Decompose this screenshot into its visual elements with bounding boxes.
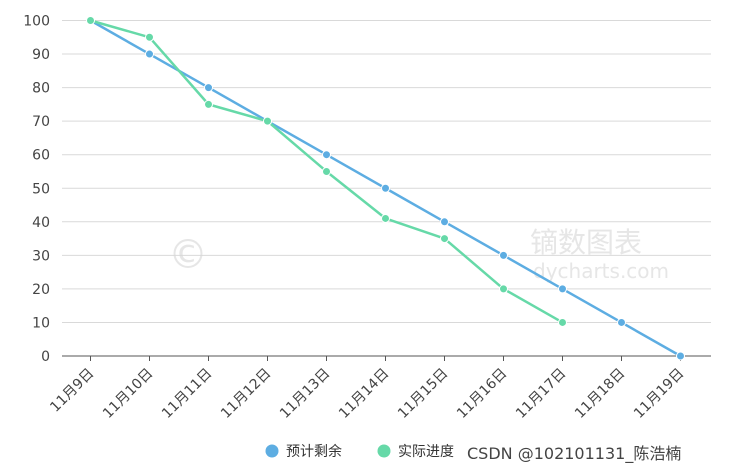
data-point[interactable] — [440, 217, 449, 227]
legend-swatch — [377, 444, 391, 458]
series-2 — [86, 16, 567, 327]
watermark-layer: © 镝数图表 dycharts.com — [168, 226, 669, 283]
data-point[interactable] — [145, 49, 154, 59]
legend-swatch — [265, 444, 279, 458]
y-tick-label: 50 — [32, 181, 50, 197]
y-tick-label: 30 — [32, 248, 50, 264]
y-tick-label: 0 — [41, 349, 50, 365]
data-point[interactable] — [558, 317, 567, 327]
x-tick-label: 11月18日 — [572, 366, 628, 422]
y-tick-label: 20 — [32, 282, 50, 298]
y-tick-label: 10 — [32, 315, 50, 331]
x-axis: 11月9日 11月10日 11月11日 11月12日 11月13日 11月14日 11月15… — [47, 356, 687, 422]
data-point[interactable] — [322, 166, 331, 176]
legend-item[interactable]: 实际进度 — [377, 444, 455, 460]
data-point[interactable] — [381, 183, 390, 193]
data-point[interactable] — [676, 351, 685, 361]
watermark-brand: 镝数图表 — [530, 226, 642, 259]
data-point[interactable] — [86, 16, 95, 25]
x-tick-label: 11月14日 — [336, 366, 392, 422]
x-tick-label: 11月10日 — [100, 366, 156, 422]
grid-lines — [62, 20, 711, 357]
data-point[interactable] — [204, 99, 213, 109]
x-tick-label: 11月17日 — [513, 366, 569, 422]
data-point[interactable] — [263, 116, 272, 126]
x-tick-label: 11月15日 — [395, 366, 451, 422]
legend-label: 预计剩余 — [286, 443, 342, 460]
x-tick-label: 11月12日 — [218, 366, 274, 422]
y-tick-label: 80 — [32, 81, 50, 97]
data-point[interactable] — [204, 83, 213, 93]
data-point[interactable] — [499, 250, 508, 260]
x-tick-label: 11月9日 — [47, 366, 97, 416]
legend[interactable]: 预计剩余 实际进度 — [265, 443, 455, 460]
data-point[interactable] — [440, 234, 449, 244]
y-tick-label: 70 — [32, 114, 50, 130]
y-axis-ticks: 0 10 20 30 40 50 60 70 80 90 100 — [23, 14, 50, 366]
x-tick-label: 11月11日 — [159, 366, 215, 422]
legend-label: 实际进度 — [398, 444, 454, 460]
data-point[interactable] — [322, 150, 331, 160]
csdn-credit: CSDN @102101131_陈浩楠 — [467, 444, 681, 464]
data-point[interactable] — [617, 317, 626, 327]
y-tick-label: 90 — [32, 47, 50, 63]
legend-item[interactable]: 预计剩余 — [265, 443, 343, 460]
x-tick-label: 11月19日 — [631, 366, 687, 422]
data-point[interactable] — [381, 213, 390, 223]
y-tick-label: 40 — [32, 215, 50, 231]
series-layer — [86, 16, 685, 361]
y-tick-label: 100 — [23, 14, 50, 30]
x-tick-label: 11月13日 — [277, 366, 333, 422]
y-tick-label: 60 — [32, 148, 50, 164]
data-point[interactable] — [558, 284, 567, 294]
x-tick-label: 11月16日 — [454, 366, 510, 422]
watermark-url: dycharts.com — [533, 259, 669, 283]
data-point[interactable] — [499, 284, 508, 294]
data-point[interactable] — [145, 32, 154, 42]
